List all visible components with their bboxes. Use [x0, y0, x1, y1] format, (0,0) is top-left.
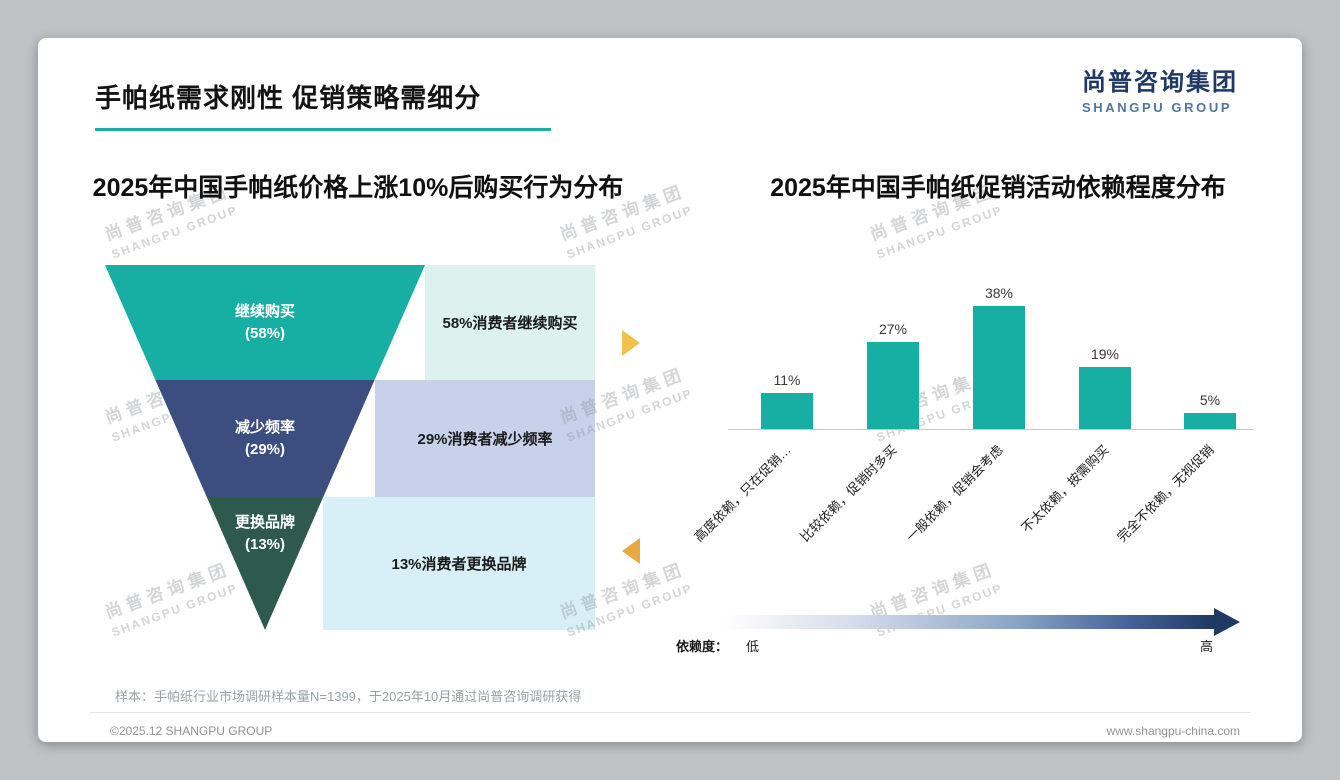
funnel-annotation-reduce: 29%消费者减少频率 [375, 380, 595, 497]
page-title: 手帕纸需求刚性 促销策略需细分 [95, 78, 552, 131]
bar-category-label: 比较依赖，促销时多买 [797, 442, 900, 545]
funnel-segment-label: 减少频率 [234, 418, 295, 436]
dependency-low-label: 低 [746, 639, 760, 654]
bar-4 [1079, 367, 1131, 429]
brand-logo: 尚普咨询集团 SHANGPU GROUP [1082, 62, 1238, 115]
funnel-segment-label: 继续购买 [234, 302, 295, 320]
brand-logo-cn: 尚普咨询集团 [1082, 69, 1238, 96]
gradient-arrow-shaft [722, 615, 1214, 629]
arrow-right-icon [622, 330, 640, 356]
footer-website: www.shangpu-china.com [1106, 724, 1240, 738]
funnel-annotation-text: 13%消费者更换品牌 [391, 556, 527, 573]
bar-2 [867, 342, 919, 429]
funnel-annotation-text: 58%消费者继续购买 [442, 315, 578, 332]
bar-chart-plot: 11% 27% 38% 19% 5% [698, 276, 1258, 430]
bar-value-label: 11% [773, 372, 801, 388]
bar-1 [761, 393, 813, 429]
funnel-chart: 继续购买 (58%) 减少频率 (29%) 更换品牌 (13%) [105, 265, 425, 630]
arrow-left-icon [622, 538, 640, 564]
bar-value-label: 27% [878, 321, 908, 337]
footer-divider [90, 712, 1250, 713]
bar-3 [973, 306, 1025, 429]
funnel-annotation-continue: 58%消费者继续购买 [425, 265, 595, 380]
bar-5 [1184, 413, 1236, 429]
funnel-segment-pct: (58%) [244, 324, 285, 342]
bar-value-label: 38% [984, 285, 1014, 301]
funnel-segment-pct: (13%) [244, 535, 285, 553]
funnel-segment-continue: 继续购买 (58%) [105, 265, 425, 380]
bar-category-label: 不太依赖，按需购买 [1018, 442, 1112, 536]
funnel-annotation-switch: 13%消费者更换品牌 [323, 497, 595, 630]
dependency-high-label: 高 [1200, 639, 1214, 654]
sample-footnote: 样本：手帕纸行业市场调研样本量N=1399，于2025年10月通过尚普咨询调研获… [115, 689, 582, 704]
slide-card: 尚普咨询集团 SHANGPU GROUP 尚普咨询集团 SHANGPU GROUP 尚普… [38, 38, 1302, 742]
bar-value-label: 5% [1199, 392, 1221, 408]
dependency-gradient-arrow [722, 608, 1242, 636]
gradient-arrow-head-icon [1214, 608, 1240, 636]
funnel-segment-pct: (29%) [244, 440, 285, 458]
dependency-axis-title: 依赖度： [676, 639, 729, 654]
bar-category-label: 一般依赖，促销会考虑 [903, 442, 1006, 545]
header: 手帕纸需求刚性 促销策略需细分 [95, 78, 552, 131]
brand-logo-en: SHANGPU GROUP [1082, 100, 1233, 115]
funnel-segment-reduce: 减少频率 (29%) [155, 380, 375, 497]
bar-chart-title: 2025年中国手帕纸促销活动依赖程度分布 [770, 174, 1226, 202]
funnel-chart-title: 2025年中国手帕纸价格上涨10%后购买行为分布 [92, 174, 624, 202]
funnel-annotation-text: 29%消费者减少频率 [417, 431, 553, 448]
footer-copyright: ©2025.12 SHANGPU GROUP [110, 724, 273, 738]
bar-value-label: 19% [1090, 346, 1120, 362]
bar-category-label: 高度依赖，只在促销… [691, 442, 794, 545]
bar-chart-category-labels: 高度依赖，只在促销… 比较依赖，促销时多买 一般依赖，促销会考虑 不太依赖，按需购买完… [691, 434, 1258, 584]
funnel-segment-label: 更换品牌 [234, 513, 295, 531]
bar-category-label: 完全不依赖，无视促销 [1114, 442, 1217, 545]
funnel-segment-switch: 更换品牌 (13%) [206, 497, 324, 630]
x-axis-line [728, 429, 1254, 430]
